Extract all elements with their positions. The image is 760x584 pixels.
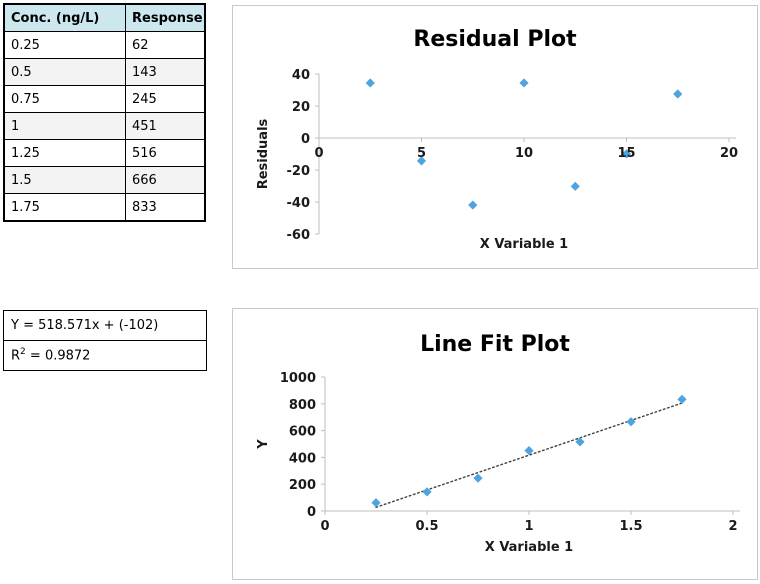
x-axis-label: X Variable 1 — [485, 540, 573, 555]
y-tick-label: 0 — [307, 505, 316, 520]
table-cell: 1.25 — [3, 139, 126, 167]
table-row: 1.5 666 — [3, 166, 206, 194]
r-squared-row: R2 = 0.9872 — [3, 340, 207, 371]
x-tick-label: 0.5 — [415, 519, 438, 534]
y-tick-label: 1000 — [280, 371, 316, 386]
data-point-diamond-icon — [371, 498, 381, 508]
equation-row: Y = 518.571x + (-102) — [3, 310, 207, 341]
regression-equation-box: Y = 518.571x + (-102) R2 = 0.9872 — [3, 310, 207, 371]
r-exponent: 2 — [20, 347, 26, 358]
x-tick-label: 20 — [720, 146, 738, 161]
table-row: 0.5 143 — [3, 58, 206, 86]
y-tick-label: -60 — [287, 228, 311, 243]
data-point-diamond-icon — [626, 417, 636, 427]
data-point-diamond-icon — [422, 487, 432, 497]
x-tick-label: 1 — [524, 519, 533, 534]
y-tick-label: 0 — [301, 132, 310, 147]
column-header: Response — [125, 3, 206, 32]
data-point-diamond-icon — [677, 394, 687, 404]
x-tick-label: 0 — [320, 519, 329, 534]
data-point-diamond-icon — [519, 78, 529, 88]
table-row: 1 451 — [3, 112, 206, 140]
table-cell: 0.75 — [3, 85, 126, 113]
x-tick-label: 5 — [417, 146, 426, 161]
table-cell: 0.25 — [3, 31, 126, 59]
y-axis-label: Y — [256, 439, 271, 450]
table-header-row: Conc. (ng/L) Response — [3, 3, 206, 32]
table-row: 0.75 245 — [3, 85, 206, 113]
y-tick-label: 400 — [289, 451, 316, 466]
table-row: 0.25 62 — [3, 31, 206, 59]
line-fit-plot-panel: 0 200 400 600 800 1000 0 0.5 1 1.5 2 X Variable 1 Y L… — [232, 308, 758, 580]
table-cell: 0.5 — [3, 58, 126, 86]
x-tick-label: 15 — [617, 146, 635, 161]
x-tick-label: 2 — [728, 519, 737, 534]
r-label: R — [11, 348, 21, 364]
table-cell: 516 — [125, 139, 206, 167]
table-cell: 143 — [125, 58, 206, 86]
data-point-diamond-icon — [365, 78, 375, 88]
data-point-diamond-icon — [673, 89, 683, 99]
data-point-diamond-icon — [621, 149, 632, 159]
equation-text: Y = 518.571x + (-102) — [3, 310, 207, 341]
residual-plot-panel: 40 20 0 -20 -40 -60 0 5 10 15 20 X Variable 1 Residu… — [232, 5, 758, 269]
y-axis-label: Residuals — [256, 118, 271, 189]
data-point-diamond-icon — [524, 445, 534, 456]
x-tick-label: 10 — [515, 146, 533, 161]
table-row: 1.75 833 — [3, 193, 206, 222]
x-tick-label: 0 — [314, 146, 323, 161]
table-cell: 1 — [3, 112, 126, 140]
y-tick-label: 200 — [289, 478, 316, 493]
table-cell: 666 — [125, 166, 206, 194]
y-tick-label: 800 — [289, 398, 316, 413]
y-tick-label: -40 — [287, 196, 311, 211]
y-tick-label: -20 — [287, 164, 311, 179]
x-tick-label: 1.5 — [619, 519, 642, 534]
table-cell: 451 — [125, 112, 206, 140]
y-tick-label: 600 — [289, 425, 316, 440]
x-axis-label: X Variable 1 — [480, 237, 568, 252]
y-tick-label: 20 — [292, 100, 310, 115]
line-fit-plot-chart: 0 200 400 600 800 1000 0 0.5 1 1.5 2 X Variable 1 Y L… — [256, 332, 740, 555]
table-cell: 62 — [125, 31, 206, 59]
column-header: Conc. (ng/L) — [3, 3, 126, 32]
r-value: = 0.9872 — [25, 348, 91, 364]
data-point-diamond-icon — [473, 473, 483, 483]
concentration-response-table: Conc. (ng/L) Response 0.25 62 0.5 143 0.75 245… — [3, 3, 206, 222]
chart-title: Residual Plot — [413, 27, 577, 52]
data-points — [371, 394, 687, 508]
table-row: 1.25 516 — [3, 139, 206, 167]
table-cell: 1.5 — [3, 166, 126, 194]
chart-title: Line Fit Plot — [420, 332, 570, 357]
data-point-diamond-icon — [416, 156, 427, 166]
data-point-diamond-icon — [570, 181, 580, 191]
y-tick-label: 40 — [292, 68, 310, 83]
data-point-diamond-icon — [468, 200, 478, 210]
table-cell: 245 — [125, 85, 206, 113]
table-body: 0.25 62 0.5 143 0.75 245 1 451 1.25 516 1.5 666 1.75… — [3, 31, 206, 222]
r-squared-text: R2 = 0.9872 — [3, 340, 207, 371]
table-cell: 833 — [125, 193, 206, 222]
data-points — [365, 78, 683, 210]
trendline — [375, 402, 683, 509]
table-cell: 1.75 — [3, 193, 126, 222]
